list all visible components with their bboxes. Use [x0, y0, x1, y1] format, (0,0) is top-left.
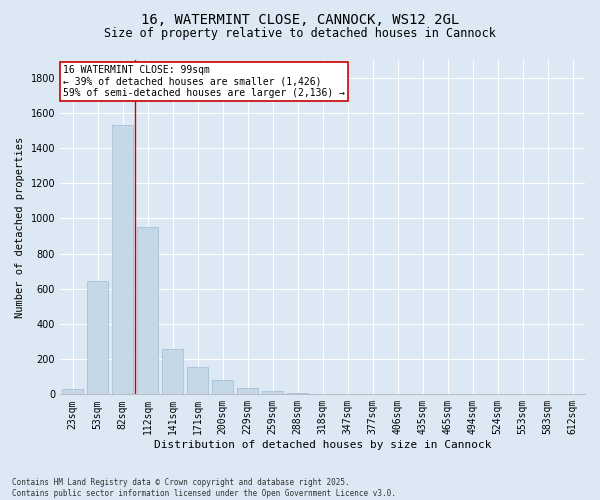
- Text: 16, WATERMINT CLOSE, CANNOCK, WS12 2GL: 16, WATERMINT CLOSE, CANNOCK, WS12 2GL: [141, 12, 459, 26]
- Bar: [137, 227, 158, 394]
- Y-axis label: Number of detached properties: Number of detached properties: [15, 136, 25, 318]
- Bar: [237, 388, 258, 394]
- Text: 16 WATERMINT CLOSE: 99sqm
← 39% of detached houses are smaller (1,426)
59% of se: 16 WATERMINT CLOSE: 99sqm ← 39% of detac…: [62, 65, 344, 98]
- Bar: [162, 348, 183, 395]
- Bar: [262, 391, 283, 394]
- Text: Contains HM Land Registry data © Crown copyright and database right 2025.
Contai: Contains HM Land Registry data © Crown c…: [12, 478, 396, 498]
- Bar: [212, 380, 233, 394]
- Text: Size of property relative to detached houses in Cannock: Size of property relative to detached ho…: [104, 28, 496, 40]
- Bar: [87, 281, 108, 394]
- Bar: [187, 367, 208, 394]
- Bar: [62, 389, 83, 394]
- Bar: [112, 125, 133, 394]
- X-axis label: Distribution of detached houses by size in Cannock: Distribution of detached houses by size …: [154, 440, 491, 450]
